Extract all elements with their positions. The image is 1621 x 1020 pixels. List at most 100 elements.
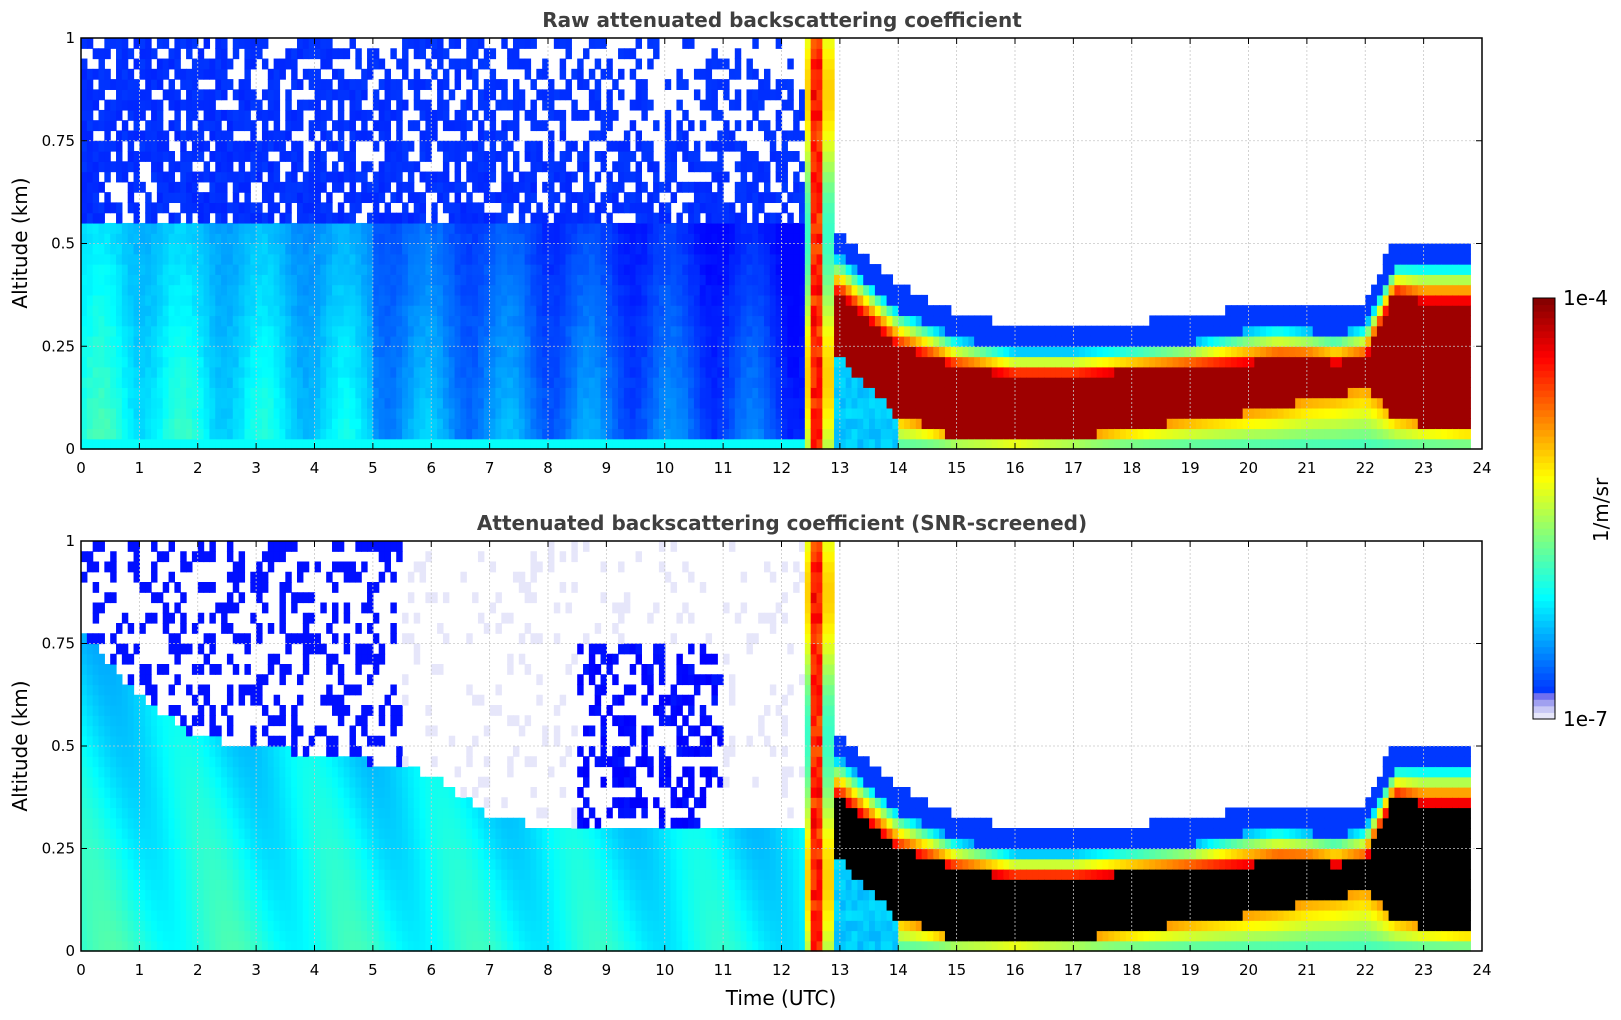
heatmap-cell: [629, 264, 637, 275]
heatmap-cell: [1079, 325, 1086, 337]
heatmap-cell: [676, 181, 683, 193]
heatmap-cell: [320, 407, 327, 419]
heatmap-cell: [116, 171, 123, 183]
heatmap-cell: [734, 181, 742, 193]
heatmap-cell: [804, 325, 812, 337]
heatmap-cell: [396, 284, 403, 296]
heatmap-cell: [454, 428, 462, 440]
heatmap-cell: [489, 284, 497, 296]
heatmap-cell: [746, 294, 753, 306]
heatmap-cell: [261, 356, 269, 368]
heatmap-cell: [734, 387, 742, 399]
heatmap-cell: [845, 284, 853, 296]
heatmap-cell: [641, 387, 648, 399]
heatmap-cell: [559, 346, 567, 358]
heatmap-cell: [168, 58, 175, 70]
heatmap-cell: [402, 356, 409, 368]
heatmap-cell: [361, 130, 368, 142]
heatmap-cell: [390, 315, 397, 327]
heatmap-cell: [81, 233, 88, 245]
heatmap-cell: [261, 315, 269, 327]
heatmap-cell: [267, 346, 275, 358]
heatmap-cell: [332, 222, 339, 234]
heatmap-cell: [705, 325, 713, 337]
heatmap-cell: [1085, 335, 1092, 347]
heatmap-cell: [804, 212, 812, 224]
heatmap-cell: [1073, 377, 1080, 388]
heatmap-cell: [822, 346, 829, 358]
heatmap-cell: [367, 315, 374, 327]
heatmap-cell: [98, 253, 105, 265]
heatmap-cell: [367, 366, 374, 378]
heatmap-cell: [431, 253, 438, 265]
heatmap-cell: [296, 305, 304, 317]
heatmap-cell: [308, 377, 316, 388]
heatmap-cell: [308, 418, 316, 430]
heatmap-cell: [448, 335, 456, 347]
heatmap-cell: [723, 140, 730, 152]
heatmap-cell: [571, 335, 578, 347]
heatmap-cell: [1020, 335, 1028, 347]
heatmap-cell: [460, 130, 467, 142]
heatmap-cell: [156, 346, 164, 358]
heatmap-cell: [892, 438, 899, 450]
heatmap-cell: [1061, 387, 1069, 399]
heatmap-cell: [1009, 377, 1016, 388]
heatmap-cell: [775, 366, 783, 378]
heatmap-cell: [273, 397, 281, 409]
heatmap-cell: [518, 233, 526, 245]
heatmap-cell: [769, 377, 777, 388]
heatmap-cell: [495, 243, 502, 255]
heatmap-cell: [682, 284, 689, 296]
heatmap-cell: [477, 171, 485, 183]
heatmap-cell: [606, 418, 613, 430]
heatmap-cell: [670, 315, 678, 327]
heatmap-cell: [565, 428, 572, 440]
heatmap-cell: [985, 315, 993, 327]
heatmap-cell: [740, 315, 748, 327]
heatmap-cell: [326, 356, 333, 368]
heatmap-cell: [752, 315, 759, 327]
heatmap-cell: [261, 335, 269, 347]
heatmap-cell: [121, 171, 129, 183]
heatmap-cell: [466, 48, 473, 60]
heatmap-cell: [705, 346, 713, 358]
heatmap-cell: [699, 356, 707, 368]
heatmap-cell: [378, 305, 386, 317]
heatmap-cell: [501, 377, 508, 388]
heatmap-cell: [267, 161, 275, 173]
heatmap-cell: [781, 366, 788, 378]
heatmap-cell: [752, 99, 759, 111]
heatmap-cell: [332, 140, 339, 152]
heatmap-cell: [431, 325, 438, 337]
heatmap-cell: [594, 356, 602, 368]
heatmap-cell: [746, 284, 753, 296]
heatmap-cell: [86, 438, 94, 450]
heatmap-cell: [244, 181, 251, 193]
heatmap-cell: [1020, 387, 1028, 399]
heatmap-cell: [448, 120, 456, 132]
heatmap-cell: [197, 418, 205, 430]
heatmap-cell: [86, 243, 94, 255]
heatmap-cell: [1032, 397, 1039, 409]
heatmap-cell: [448, 253, 456, 265]
heatmap-cell: [518, 202, 526, 214]
heatmap-cell: [734, 428, 742, 440]
heatmap-cell: [781, 202, 788, 214]
heatmap-cell: [898, 335, 905, 347]
heatmap-cell: [752, 243, 759, 255]
heatmap-cell: [407, 161, 415, 173]
heatmap-cell: [355, 397, 362, 409]
heatmap-cell: [641, 212, 648, 224]
heatmap-cell: [326, 428, 333, 440]
heatmap-cell: [191, 397, 199, 409]
heatmap-cell: [629, 315, 637, 327]
heatmap-cell: [816, 315, 823, 327]
heatmap-cell: [542, 120, 549, 132]
heatmap-cell: [81, 171, 88, 183]
heatmap-cell: [518, 181, 526, 193]
heatmap-cell: [647, 407, 654, 419]
heatmap-cell: [302, 212, 310, 224]
heatmap-cell: [594, 38, 602, 49]
heatmap-cell: [653, 305, 660, 317]
